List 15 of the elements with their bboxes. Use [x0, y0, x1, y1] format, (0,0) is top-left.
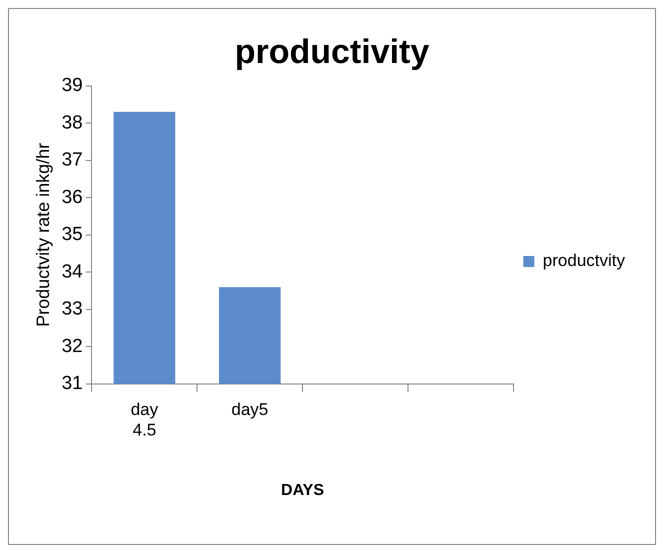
y-tick-label: 36: [62, 186, 83, 208]
y-tick-label: 39: [62, 75, 83, 96]
y-tick-label: 33: [62, 298, 83, 320]
y-tick-label: 37: [62, 150, 83, 171]
x-tick-label: day 4.5: [130, 400, 159, 440]
y-tick-label: 32: [62, 336, 83, 357]
y-tick-label: 31: [62, 373, 83, 394]
y-axis-title: Productvity rate inkg/hr: [32, 142, 53, 327]
chart-title: productivity: [234, 32, 430, 71]
y-tick-label: 34: [62, 261, 84, 282]
x-tick-label: day5: [231, 400, 268, 419]
x-axis-title: DAYS: [281, 482, 324, 499]
legend-label: productvity: [542, 251, 626, 270]
y-tick-label: 38: [62, 112, 83, 134]
y-tick-label: 35: [62, 224, 83, 246]
